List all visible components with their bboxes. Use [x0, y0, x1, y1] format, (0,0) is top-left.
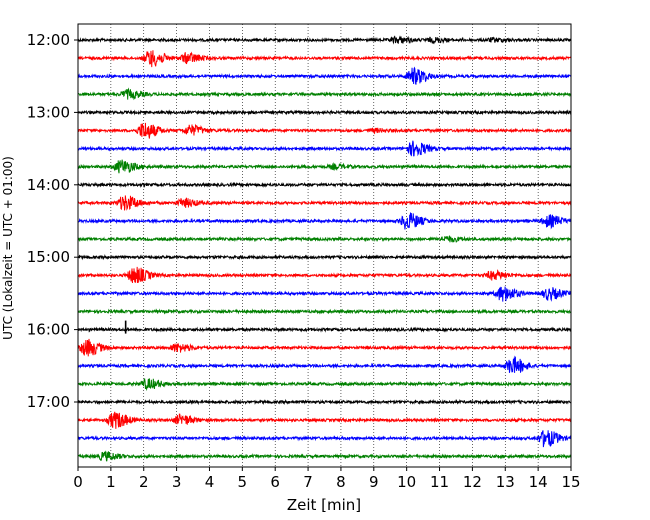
trace-line — [77, 355, 572, 373]
trace-group — [77, 35, 572, 462]
trace-1300 — [77, 109, 572, 116]
trace-1500 — [77, 253, 572, 261]
x-tick-label: 1 — [106, 473, 116, 491]
trace-1530 — [77, 286, 572, 302]
trace-1430 — [77, 212, 572, 230]
x-tick-label: 11 — [430, 473, 449, 491]
x-axis-label: Zeit [min] — [287, 496, 361, 514]
y-tick-label: 14:00 — [27, 176, 70, 194]
x-tick-label: 6 — [270, 473, 280, 491]
trace-line — [77, 253, 572, 261]
trace-1200 — [77, 35, 572, 45]
x-tick-label: 14 — [529, 473, 548, 491]
trace-line — [77, 87, 572, 101]
trace-1315 — [77, 122, 572, 139]
trace-1600 — [77, 320, 572, 334]
trace-1715 — [77, 411, 572, 429]
x-tick-label: 15 — [561, 473, 580, 491]
trace-line — [77, 195, 572, 211]
trace-line — [77, 66, 572, 85]
trace-1515 — [77, 266, 572, 283]
x-tick-label: 12 — [463, 473, 482, 491]
trace-line — [77, 266, 572, 283]
trace-line — [77, 286, 572, 302]
trace-line — [77, 326, 572, 333]
trace-1215 — [77, 50, 572, 68]
trace-line — [77, 181, 572, 188]
trace-line — [77, 109, 572, 116]
x-tick-label: 9 — [369, 473, 379, 491]
x-tick-label: 5 — [238, 473, 248, 491]
trace-1445 — [77, 235, 572, 243]
trace-line — [77, 35, 572, 45]
trace-line — [77, 411, 572, 429]
y-tick-label: 17:00 — [27, 393, 70, 411]
x-tick-label: 13 — [496, 473, 515, 491]
trace-line — [77, 338, 572, 357]
trace-line — [77, 308, 572, 315]
x-axis-ticks: 0 1 2 3 4 5 6 7 8 9 10 11 12 13 14 15 — [73, 467, 581, 491]
trace-1615 — [77, 338, 572, 357]
trace-line — [77, 122, 572, 139]
trace-1415 — [77, 195, 572, 211]
trace-line — [77, 430, 572, 448]
x-tick-label: 8 — [336, 473, 346, 491]
trace-1730 — [77, 430, 572, 448]
trace-line — [77, 50, 572, 68]
y-tick-label: 16:00 — [27, 321, 70, 339]
trace-line — [77, 235, 572, 243]
x-tick-label: 10 — [397, 473, 416, 491]
trace-1700 — [77, 398, 572, 406]
x-tick-label: 3 — [172, 473, 182, 491]
trace-1545 — [77, 308, 572, 315]
x-tick-label: 7 — [303, 473, 313, 491]
trace-line — [77, 212, 572, 230]
trace-1400 — [77, 181, 572, 188]
vertical-grid — [110, 24, 539, 467]
trace-line — [77, 159, 572, 174]
x-tick-label: 0 — [73, 473, 83, 491]
y-tick-label: 12:00 — [27, 31, 70, 49]
trace-1345 — [77, 159, 572, 174]
trace-1745 — [77, 450, 572, 462]
trace-line — [77, 140, 572, 157]
trace-1245 — [77, 87, 572, 101]
y-axis-label: UTC (Lokalzeit = UTC + 01:00) — [1, 156, 15, 340]
x-tick-label: 2 — [139, 473, 149, 491]
y-axis-ticks: 12:00 13:00 14:00 15:00 16:00 17:00 — [27, 31, 78, 411]
trace-1330 — [77, 140, 572, 157]
trace-line — [77, 398, 572, 406]
plot-frame — [77, 23, 572, 468]
trace-1645 — [77, 378, 572, 392]
trace-line — [77, 378, 572, 392]
trace-1630 — [77, 355, 572, 373]
trace-line — [77, 450, 572, 462]
y-tick-label: 15:00 — [27, 248, 70, 266]
x-tick-label: 4 — [205, 473, 215, 491]
trace-1230 — [77, 66, 572, 85]
y-tick-label: 13:00 — [27, 103, 70, 121]
